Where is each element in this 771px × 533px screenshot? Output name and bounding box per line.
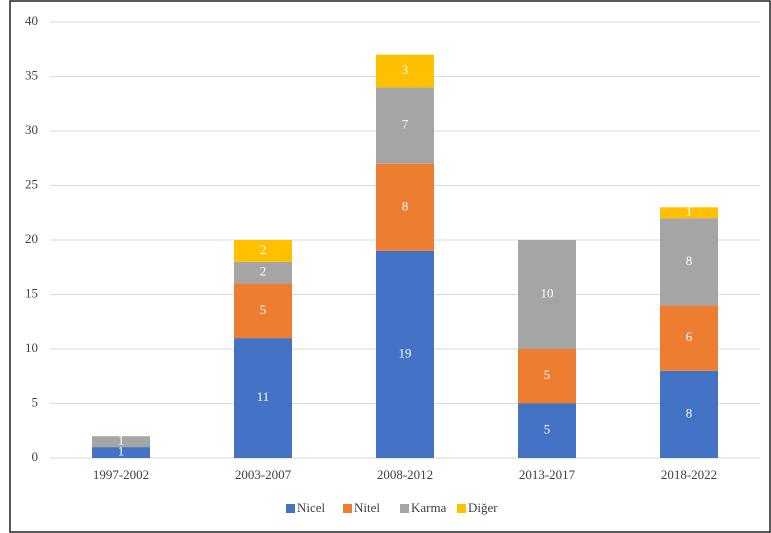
- x-tick-label: 1997-2002: [93, 467, 149, 482]
- bar-segment: [660, 370, 718, 458]
- bar-segment: [376, 250, 434, 458]
- data-label: 6: [686, 329, 693, 344]
- data-label: 1: [118, 444, 125, 459]
- data-label: 7: [402, 117, 409, 132]
- legend-swatch: [286, 504, 295, 513]
- legend-label: Diğer: [468, 500, 498, 515]
- x-tick-label: 2018-2022: [661, 467, 717, 482]
- data-label: 2: [260, 242, 267, 257]
- y-tick-label: 35: [25, 67, 38, 82]
- data-label: 8: [402, 198, 409, 213]
- y-tick-label: 15: [25, 285, 38, 300]
- bar-segment: [234, 338, 292, 458]
- x-tick-label: 2013-2017: [519, 467, 576, 482]
- bar-segment: [376, 87, 434, 164]
- legend-label: Nitel: [354, 500, 380, 515]
- data-label: 5: [544, 422, 551, 437]
- legend-swatch: [457, 504, 466, 513]
- y-tick-label: 10: [25, 340, 38, 355]
- y-tick-label: 0: [32, 449, 39, 464]
- data-label: 1: [118, 433, 125, 448]
- y-tick-label: 30: [25, 122, 38, 137]
- y-tick-label: 40: [25, 13, 38, 28]
- data-label: 5: [544, 367, 551, 382]
- data-label: 10: [541, 285, 554, 300]
- data-label: 8: [686, 405, 693, 420]
- x-tick-label: 2008-2012: [377, 467, 433, 482]
- bar-segment: [234, 261, 292, 284]
- data-label: 11: [257, 389, 270, 404]
- x-tick-label: 2003-2007: [235, 467, 292, 482]
- bar-segment: [234, 240, 292, 262]
- data-label: 3: [402, 62, 409, 77]
- data-label: 2: [260, 264, 267, 279]
- bar-segment: [660, 207, 718, 219]
- bar-segment: [518, 240, 576, 349]
- bar-segment: [660, 218, 718, 306]
- bar-segment: [92, 447, 150, 458]
- data-label: 8: [686, 253, 693, 268]
- legend-label: Nicel: [297, 500, 326, 515]
- bar-segment: [376, 54, 434, 88]
- bar-segment: [518, 403, 576, 458]
- legend-label: Karma: [411, 500, 447, 515]
- bar-segment: [518, 349, 576, 404]
- y-tick-label: 25: [25, 176, 38, 191]
- bar-segment: [234, 283, 292, 339]
- data-label: 1: [686, 204, 693, 219]
- legend-swatch: [343, 504, 352, 513]
- y-tick-label: 20: [25, 231, 38, 246]
- data-label: 5: [260, 302, 267, 317]
- y-tick-label: 5: [32, 394, 39, 409]
- data-label: 19: [399, 345, 412, 360]
- bar-segment: [376, 163, 434, 251]
- bar-segment: [660, 305, 718, 371]
- bar-segment: [92, 436, 150, 448]
- legend-swatch: [400, 504, 409, 513]
